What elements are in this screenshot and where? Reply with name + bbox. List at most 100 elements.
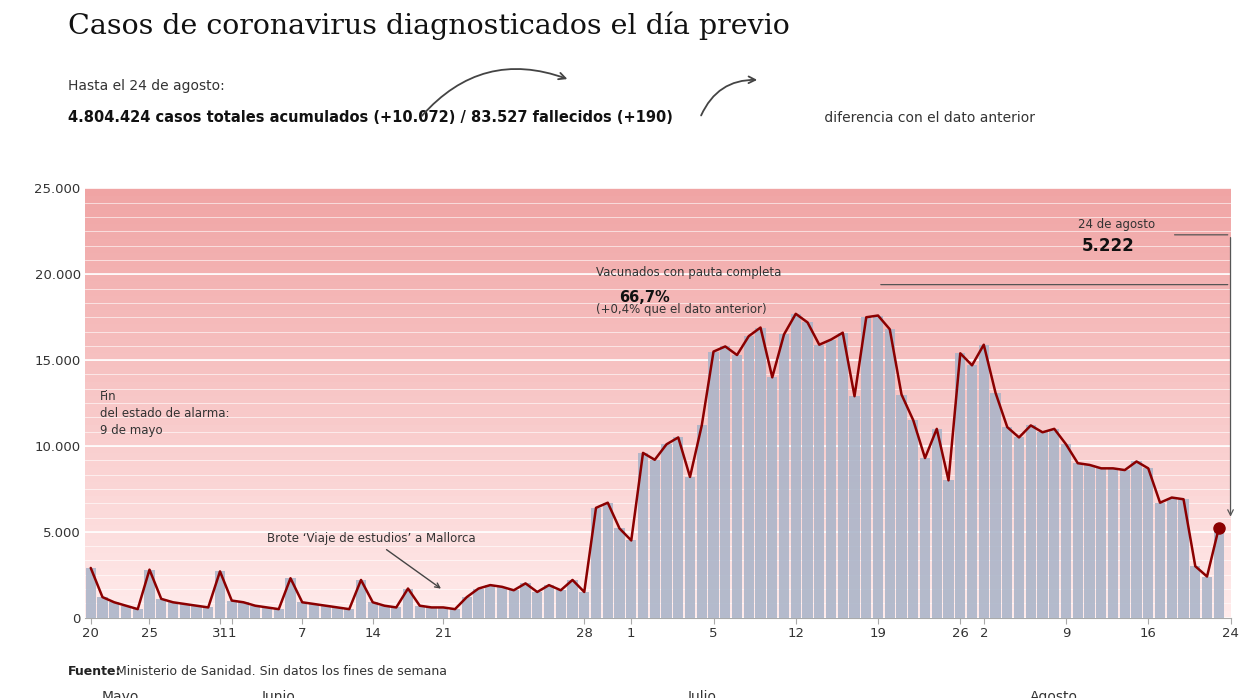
Bar (85, 217, 1231, 224)
Bar (555, 591, 565, 618)
Bar (85, 210, 1231, 217)
Bar (85, 603, 1231, 611)
Bar (85, 274, 1231, 281)
Bar (391, 607, 402, 618)
Bar (85, 439, 1231, 446)
Bar (814, 345, 825, 618)
Bar (238, 602, 248, 618)
Bar (85, 532, 1231, 539)
Bar (85, 281, 1231, 288)
Bar (473, 588, 484, 618)
Bar (896, 394, 907, 618)
Bar (673, 438, 684, 618)
Bar (85, 188, 1231, 195)
Bar (145, 570, 155, 618)
Bar (85, 468, 1231, 475)
Bar (1037, 432, 1047, 618)
Bar (85, 195, 1231, 202)
Bar (661, 445, 671, 618)
Bar (449, 609, 461, 618)
Bar (85, 475, 1231, 482)
Bar (614, 528, 625, 618)
Text: 5.222: 5.222 (1081, 237, 1134, 255)
Bar (85, 575, 1231, 582)
Bar (1096, 468, 1107, 618)
Bar (86, 568, 96, 618)
Bar (414, 606, 424, 618)
Bar (85, 489, 1231, 496)
Bar (1013, 438, 1025, 618)
Bar (532, 592, 543, 618)
Bar (273, 609, 283, 618)
Bar (1191, 566, 1201, 618)
Bar (872, 315, 884, 618)
Bar (85, 410, 1231, 417)
Bar (885, 329, 895, 618)
Text: 4.804.424 casos totales acumulados (+10.072) / 83.527 fallecidos (+190): 4.804.424 casos totales acumulados (+10.… (67, 110, 673, 125)
Bar (332, 607, 343, 618)
Bar (85, 611, 1231, 618)
Bar (286, 578, 296, 618)
Bar (1050, 429, 1060, 618)
Bar (85, 267, 1231, 274)
Bar (85, 560, 1231, 567)
Bar (85, 396, 1231, 403)
Bar (85, 417, 1231, 424)
Bar (696, 425, 706, 618)
Bar (85, 382, 1231, 389)
Bar (826, 339, 836, 618)
Bar (1108, 468, 1118, 618)
Bar (744, 336, 754, 618)
Bar (85, 546, 1231, 554)
Text: 66,7%: 66,7% (619, 290, 670, 305)
Text: Fuente:: Fuente: (67, 665, 121, 678)
Bar (85, 332, 1231, 339)
Bar (709, 352, 719, 618)
Bar (308, 604, 319, 618)
Bar (1143, 468, 1153, 618)
Bar (931, 429, 942, 618)
Bar (85, 389, 1231, 396)
Bar (85, 296, 1231, 303)
Bar (1132, 461, 1142, 618)
Bar (790, 314, 801, 618)
Bar (85, 317, 1231, 325)
Text: 24 de agosto: 24 de agosto (1078, 218, 1154, 231)
Text: Julio: Julio (688, 690, 716, 698)
Bar (85, 367, 1231, 374)
Bar (943, 480, 953, 618)
Bar (85, 403, 1231, 410)
Bar (321, 606, 331, 618)
Bar (85, 431, 1231, 439)
Bar (1085, 465, 1094, 618)
Bar (520, 584, 530, 618)
Bar (779, 334, 789, 618)
Bar (85, 525, 1231, 532)
Bar (509, 591, 519, 618)
Bar (955, 353, 966, 618)
Bar (1002, 427, 1012, 618)
Text: Fin
del estado de alarma:
9 de mayo: Fin del estado de alarma: 9 de mayo (100, 390, 230, 438)
Bar (802, 322, 812, 618)
Bar (85, 253, 1231, 260)
Bar (1061, 445, 1071, 618)
Bar (85, 496, 1231, 503)
Bar (344, 609, 354, 618)
Bar (85, 325, 1231, 332)
Bar (85, 596, 1231, 603)
Text: Ministerio de Sanidad. Sin datos los fines de semana: Ministerio de Sanidad. Sin datos los fin… (112, 665, 447, 678)
Bar (850, 396, 860, 618)
Bar (297, 602, 307, 618)
Bar (920, 458, 930, 618)
Bar (85, 339, 1231, 346)
Bar (85, 453, 1231, 461)
Bar (497, 587, 507, 618)
Bar (638, 453, 648, 618)
FancyArrowPatch shape (422, 69, 565, 116)
Bar (720, 346, 730, 618)
Bar (167, 602, 178, 618)
Bar (1119, 470, 1129, 618)
Bar (85, 582, 1231, 589)
Bar (121, 606, 131, 618)
Bar (861, 317, 871, 618)
